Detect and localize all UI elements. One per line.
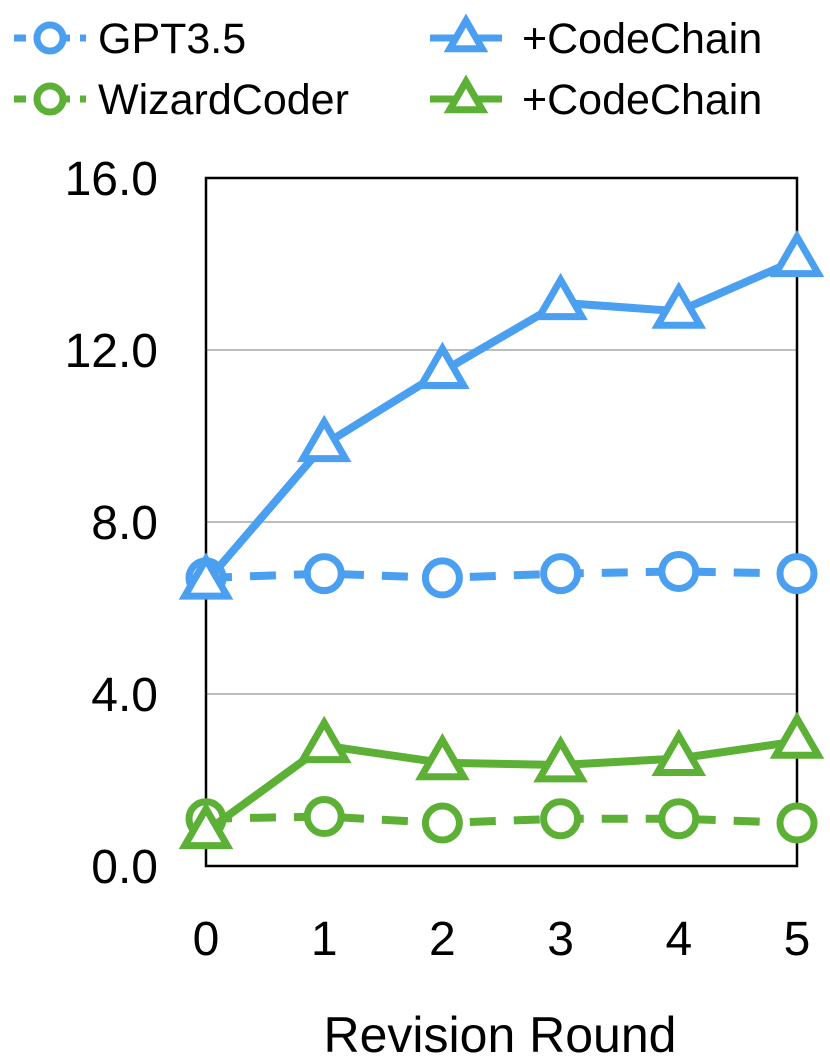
data-point: [296, 715, 352, 764]
x-tick-label: 4: [665, 913, 692, 966]
legend-label: GPT3.5: [98, 15, 246, 63]
data-point: [769, 711, 825, 759]
legend-item: +CodeChain: [430, 74, 762, 124]
legend-item: +CodeChain: [430, 13, 762, 63]
series-line: [202, 256, 799, 585]
data-point: [651, 281, 707, 329]
legend-item: WizardCoder: [14, 76, 349, 124]
data-point: [776, 553, 818, 595]
data-point: [769, 229, 825, 278]
x-axis-ticks: 0 1 2 3 4 5: [193, 913, 811, 966]
data-point: [178, 552, 234, 600]
x-axis-label: Revision Round: [324, 1007, 677, 1063]
data-point: [533, 272, 588, 321]
data-point: [415, 341, 470, 389]
data-point: [533, 735, 588, 783]
data-point: [776, 802, 818, 844]
y-tick-label: 4.0: [91, 669, 158, 722]
x-tick-label: 1: [311, 913, 338, 966]
x-tick-label: 0: [193, 913, 220, 966]
series-layer: [178, 229, 825, 850]
x-tick-label: 5: [784, 913, 811, 966]
series-0: [185, 550, 818, 599]
legend-marker: [33, 82, 67, 116]
data-point: [540, 553, 582, 595]
data-point: [421, 802, 463, 844]
legend-item: GPT3.5: [14, 15, 246, 63]
y-tick-label: 8.0: [91, 497, 158, 550]
legend: GPT3.5 +CodeChain WizardCoder +CodeChain: [14, 13, 762, 124]
series-3: [178, 711, 825, 850]
x-tick-label: 2: [429, 913, 456, 966]
y-tick-label: 0.0: [91, 841, 158, 894]
data-point: [421, 557, 463, 599]
data-point: [296, 414, 352, 463]
series-2: [185, 796, 818, 844]
series-1: [178, 229, 825, 600]
legend-label: +CodeChain: [522, 76, 762, 124]
series-line: [205, 567, 798, 582]
legend-marker: [33, 21, 67, 55]
plot-area: [204, 176, 799, 868]
data-point: [415, 732, 470, 781]
legend-label: +CodeChain: [522, 15, 762, 63]
legend-marker: [443, 74, 489, 114]
data-point: [303, 553, 345, 595]
x-tick-label: 3: [547, 913, 574, 966]
data-point: [178, 801, 234, 850]
data-point: [658, 798, 700, 840]
y-axis-ticks: 0.0 4.0 8.0 12.0 16.0: [65, 153, 158, 894]
data-point: [303, 796, 345, 838]
legend-marker: [443, 13, 489, 53]
gridlines: [206, 349, 797, 695]
series-line: [205, 812, 798, 827]
data-point: [540, 798, 582, 840]
data-point: [651, 728, 707, 776]
data-point: [658, 550, 700, 592]
legend-label: WizardCoder: [98, 76, 349, 124]
y-tick-label: 12.0: [65, 325, 158, 378]
y-tick-label: 16.0: [65, 153, 158, 206]
